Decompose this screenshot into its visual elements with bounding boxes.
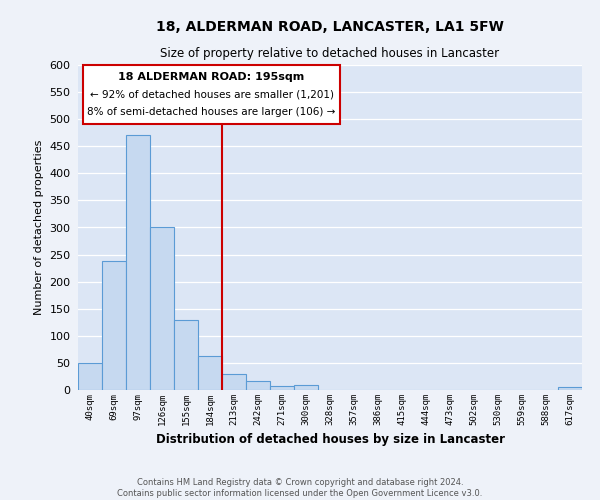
Text: Size of property relative to detached houses in Lancaster: Size of property relative to detached ho… xyxy=(160,48,500,60)
Text: 18 ALDERMAN ROAD: 195sqm: 18 ALDERMAN ROAD: 195sqm xyxy=(118,72,305,82)
Bar xyxy=(294,384,318,390)
Bar xyxy=(246,382,270,390)
X-axis label: Distribution of detached houses by size in Lancaster: Distribution of detached houses by size … xyxy=(155,434,505,446)
Bar xyxy=(102,261,126,390)
Bar xyxy=(78,363,102,390)
Bar xyxy=(150,228,174,390)
FancyBboxPatch shape xyxy=(83,65,340,124)
Bar xyxy=(558,388,582,390)
Bar xyxy=(174,320,198,390)
Bar xyxy=(126,136,150,390)
Text: ← 92% of detached houses are smaller (1,201): ← 92% of detached houses are smaller (1,… xyxy=(89,90,334,100)
Text: 18, ALDERMAN ROAD, LANCASTER, LA1 5FW: 18, ALDERMAN ROAD, LANCASTER, LA1 5FW xyxy=(156,20,504,34)
Text: Contains HM Land Registry data © Crown copyright and database right 2024.
Contai: Contains HM Land Registry data © Crown c… xyxy=(118,478,482,498)
Text: 8% of semi-detached houses are larger (106) →: 8% of semi-detached houses are larger (1… xyxy=(88,108,336,117)
Bar xyxy=(222,374,246,390)
Bar xyxy=(270,386,294,390)
Y-axis label: Number of detached properties: Number of detached properties xyxy=(34,140,44,315)
Bar xyxy=(198,356,222,390)
